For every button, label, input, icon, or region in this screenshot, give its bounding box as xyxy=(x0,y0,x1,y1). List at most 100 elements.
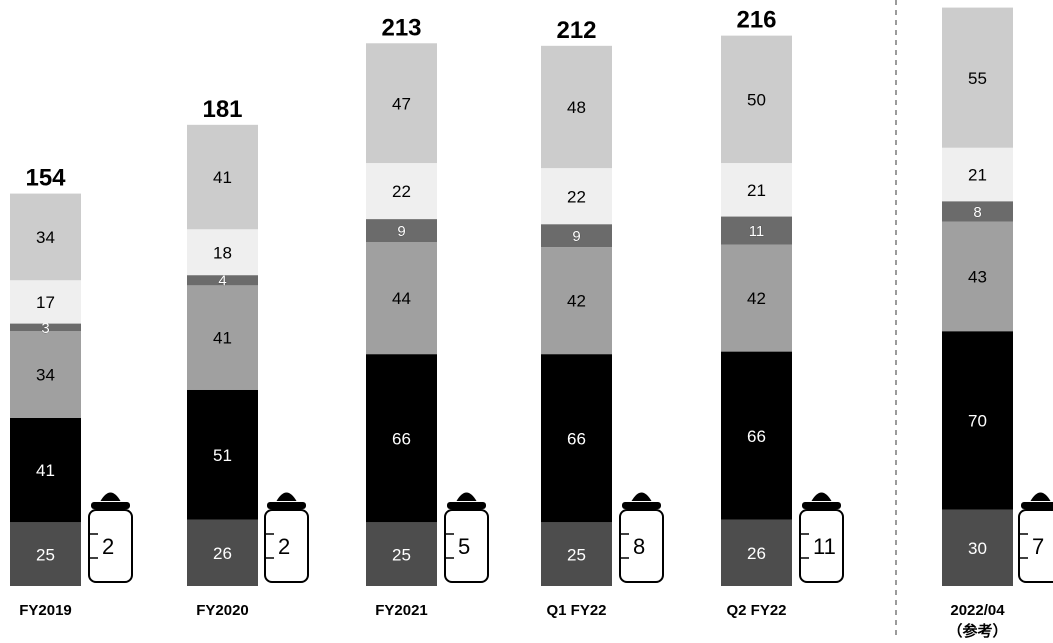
segment-label-fy2020-2: 41 xyxy=(213,329,232,348)
segment-label-q1-fy22-3: 9 xyxy=(572,228,580,245)
bar-segment-q2-fy22-4 xyxy=(721,163,792,217)
category-sublabel-2022-04: （参考） xyxy=(947,622,1007,638)
segment-label-2022-04-2: 43 xyxy=(968,268,987,287)
category-label-q2-fy22: Q2 FY22 xyxy=(726,602,786,619)
segment-label-fy2019-0: 25 xyxy=(36,545,55,564)
segment-label-fy2020-3: 4 xyxy=(218,273,226,290)
segment-label-2022-04-1: 70 xyxy=(968,412,987,431)
segment-label-fy2019-2: 34 xyxy=(36,366,55,385)
bottle-value-q1-fy22: 8 xyxy=(633,534,645,559)
bottle-body-fy2021 xyxy=(444,509,489,583)
bar-segment-q1-fy22-4 xyxy=(541,168,612,225)
segment-label-fy2021-4: 22 xyxy=(392,182,411,201)
segment-label-q1-fy22-5: 48 xyxy=(567,98,586,117)
segment-label-fy2019-5: 34 xyxy=(36,228,55,247)
bar-segment-fy2020-1 xyxy=(187,389,258,520)
bottle-nipple-fy2019 xyxy=(100,492,121,501)
bottle-collar-q1-fy22 xyxy=(622,502,661,509)
segment-label-fy2020-1: 51 xyxy=(213,446,232,465)
bottle-collar-fy2020 xyxy=(267,502,306,509)
total-label-q1-fy22: 212 xyxy=(556,17,596,44)
bar-segment-fy2019-0 xyxy=(10,522,81,586)
bar-segment-fy2019-4 xyxy=(10,280,81,324)
segment-label-q2-fy22-0: 26 xyxy=(747,544,766,563)
bar-segment-2022-04-0 xyxy=(942,509,1013,586)
bar-segment-fy2019-1 xyxy=(10,417,81,523)
bottle-nipple-2022-04 xyxy=(1030,492,1051,501)
bar-segment-fy2020-5 xyxy=(187,124,258,230)
bottle-body-fy2020 xyxy=(264,509,309,583)
segment-label-q2-fy22-3: 11 xyxy=(749,223,765,240)
segment-label-fy2019-3: 3 xyxy=(41,320,49,337)
bottle-collar-fy2021 xyxy=(447,502,486,509)
bar-segment-q1-fy22-2 xyxy=(541,247,612,355)
bottle-nipple-fy2021 xyxy=(456,492,477,501)
bar-segment-2022-04-5 xyxy=(942,7,1013,148)
segment-label-q2-fy22-5: 50 xyxy=(747,90,766,109)
bar-segment-fy2021-0 xyxy=(366,522,437,586)
segment-label-q2-fy22-2: 42 xyxy=(747,289,766,308)
segment-label-q1-fy22-2: 42 xyxy=(567,292,586,311)
bar-segment-q2-fy22-2 xyxy=(721,244,792,352)
bar-segment-q1-fy22-5 xyxy=(541,45,612,169)
bottle-body-q1-fy22 xyxy=(619,509,664,583)
bottle-body-fy2019 xyxy=(88,509,133,583)
bar-segment-q1-fy22-3 xyxy=(541,224,612,248)
segment-label-2022-04-5: 55 xyxy=(968,69,987,88)
segment-label-fy2019-4: 17 xyxy=(36,293,55,312)
bar-segment-2022-04-4 xyxy=(942,147,1013,202)
segment-label-fy2021-1: 66 xyxy=(392,429,411,448)
bar-segment-fy2021-3 xyxy=(366,219,437,243)
bar-segment-fy2021-1 xyxy=(366,354,437,523)
total-label-fy2020: 181 xyxy=(202,96,242,123)
bar-segment-fy2019-5 xyxy=(10,193,81,281)
bar-segment-q2-fy22-0 xyxy=(721,519,792,586)
segment-label-q2-fy22-1: 66 xyxy=(747,427,766,446)
bar-segment-q2-fy22-1 xyxy=(721,351,792,520)
segment-label-fy2021-3: 9 xyxy=(397,223,405,240)
bar-segment-fy2021-2 xyxy=(366,242,437,355)
bar-segment-fy2019-3 xyxy=(10,323,81,332)
total-label-q2-fy22: 216 xyxy=(736,7,776,34)
bottle-value-fy2020: 2 xyxy=(278,534,290,559)
bar-segment-2022-04-3 xyxy=(942,201,1013,222)
segment-label-fy2020-4: 18 xyxy=(213,243,232,262)
bottle-value-fy2019: 2 xyxy=(102,534,114,559)
bar-segment-fy2020-2 xyxy=(187,285,258,390)
bar-segment-fy2019-2 xyxy=(10,331,81,418)
category-label-q1-fy22: Q1 FY22 xyxy=(546,602,606,619)
bar-segment-fy2021-4 xyxy=(366,163,437,220)
segment-label-2022-04-4: 21 xyxy=(968,166,987,185)
segment-label-2022-04-0: 30 xyxy=(968,539,987,558)
category-label-fy2019: FY2019 xyxy=(19,602,72,619)
category-label-fy2021: FY2021 xyxy=(375,602,428,619)
segment-label-fy2019-1: 41 xyxy=(36,461,55,480)
segment-label-2022-04-3: 8 xyxy=(973,204,981,221)
bar-segment-q2-fy22-5 xyxy=(721,35,792,164)
total-label-fy2021: 213 xyxy=(381,14,421,41)
bottle-body-2022-04 xyxy=(1018,509,1053,583)
bar-segment-2022-04-2 xyxy=(942,221,1013,332)
segment-label-q1-fy22-0: 25 xyxy=(567,545,586,564)
category-label-fy2020: FY2020 xyxy=(196,602,249,619)
bar-segment-q1-fy22-0 xyxy=(541,522,612,586)
segment-label-fy2020-0: 26 xyxy=(213,544,232,563)
bottle-collar-fy2019 xyxy=(91,502,130,509)
segment-label-fy2021-0: 25 xyxy=(392,545,411,564)
category-label-2022-04: 2022/04 xyxy=(950,602,1005,619)
bottle-value-fy2021: 5 xyxy=(458,534,470,559)
bottle-nipple-q2-fy22 xyxy=(811,492,832,501)
bar-segment-fy2020-0 xyxy=(187,519,258,586)
segment-label-fy2020-5: 41 xyxy=(213,168,232,187)
bar-segment-fy2020-3 xyxy=(187,275,258,286)
bottle-body-q2-fy22 xyxy=(799,509,844,583)
bottle-nipple-q1-fy22 xyxy=(631,492,652,501)
segment-label-q1-fy22-4: 22 xyxy=(567,187,586,206)
bottle-collar-q2-fy22 xyxy=(802,502,841,509)
bottle-nipple-fy2020 xyxy=(276,492,297,501)
bar-segment-2022-04-1 xyxy=(942,331,1013,510)
bar-segment-q2-fy22-3 xyxy=(721,216,792,245)
segment-label-q1-fy22-1: 66 xyxy=(567,429,586,448)
